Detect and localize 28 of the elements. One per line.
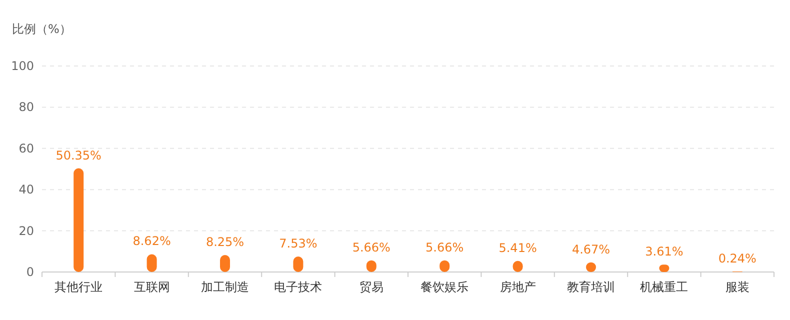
data-label: 0.24% <box>718 252 756 266</box>
x-tick-label: 其他行业 <box>54 280 103 294</box>
y-tick-label: 0 <box>26 265 34 279</box>
x-tick-label: 互联网 <box>134 280 170 294</box>
data-label: 5.66% <box>352 240 390 254</box>
data-label: 4.67% <box>572 242 610 256</box>
data-label: 5.66% <box>426 240 464 254</box>
x-tick-label: 餐饮娱乐 <box>420 280 469 294</box>
y-tick-label: 80 <box>18 100 34 114</box>
data-label: 3.61% <box>645 244 684 259</box>
x-tick-label: 服装 <box>725 280 750 294</box>
x-tick-label: 教育培训 <box>567 280 615 294</box>
x-tick-label: 贸易 <box>359 280 384 294</box>
y-tick-label: 20 <box>18 224 34 238</box>
data-label: 7.53% <box>279 236 318 250</box>
x-tick-label: 机械重工 <box>640 280 688 294</box>
y-tick-label: 60 <box>18 141 34 156</box>
data-label: 8.62% <box>132 234 171 248</box>
y-tick-label: 40 <box>18 182 34 197</box>
x-tick-label: 房地产 <box>500 280 536 294</box>
x-tick-label: 电子技术 <box>274 280 322 294</box>
data-label: 8.25% <box>206 235 244 250</box>
y-axis-title: 比例（%） <box>12 22 72 36</box>
data-label: 5.41% <box>498 240 537 255</box>
y-tick-label: 100 <box>11 59 34 73</box>
bar <box>74 168 84 272</box>
data-label: 50.35% <box>56 148 102 162</box>
x-tick-label: 加工制造 <box>201 280 249 294</box>
